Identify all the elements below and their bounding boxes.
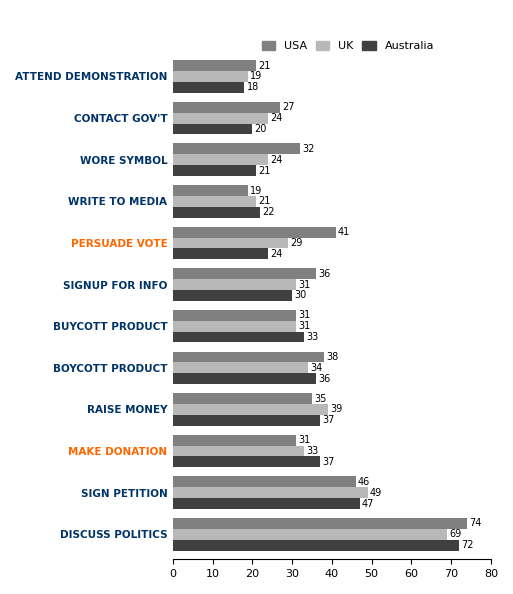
Bar bbox=[173, 404, 328, 415]
Text: 33: 33 bbox=[306, 446, 319, 456]
Bar bbox=[173, 248, 268, 259]
Bar bbox=[173, 373, 316, 384]
Text: 33: 33 bbox=[306, 332, 319, 342]
Text: 72: 72 bbox=[461, 540, 473, 550]
Text: 46: 46 bbox=[358, 477, 370, 487]
Bar bbox=[173, 165, 256, 176]
Text: 31: 31 bbox=[298, 321, 310, 331]
Text: 36: 36 bbox=[318, 268, 330, 279]
Bar bbox=[173, 476, 356, 487]
Bar bbox=[173, 331, 304, 342]
Bar bbox=[173, 279, 296, 290]
Text: 19: 19 bbox=[250, 185, 263, 195]
Bar bbox=[173, 124, 252, 134]
Text: 21: 21 bbox=[259, 61, 271, 71]
Bar bbox=[173, 518, 467, 529]
Text: 37: 37 bbox=[322, 457, 334, 467]
Bar bbox=[173, 310, 296, 321]
Text: 31: 31 bbox=[298, 280, 310, 290]
Text: 74: 74 bbox=[469, 519, 481, 529]
Text: 29: 29 bbox=[290, 238, 303, 248]
Text: 27: 27 bbox=[282, 102, 295, 112]
Text: 34: 34 bbox=[310, 363, 322, 373]
Text: 19: 19 bbox=[250, 71, 263, 81]
Bar bbox=[173, 227, 336, 238]
Legend: USA, UK, Australia: USA, UK, Australia bbox=[257, 37, 439, 56]
Text: 49: 49 bbox=[370, 488, 382, 498]
Text: 24: 24 bbox=[270, 154, 283, 165]
Text: 36: 36 bbox=[318, 374, 330, 384]
Text: 31: 31 bbox=[298, 435, 310, 446]
Bar bbox=[173, 207, 261, 217]
Bar bbox=[173, 540, 459, 551]
Text: 47: 47 bbox=[362, 498, 374, 508]
Text: 39: 39 bbox=[330, 405, 342, 415]
Bar bbox=[173, 154, 268, 165]
Bar bbox=[173, 102, 280, 113]
Text: 24: 24 bbox=[270, 249, 283, 259]
Text: 32: 32 bbox=[302, 144, 314, 154]
Bar bbox=[173, 60, 256, 71]
Text: 20: 20 bbox=[254, 124, 267, 134]
Text: 69: 69 bbox=[449, 529, 462, 539]
Text: 37: 37 bbox=[322, 415, 334, 425]
Bar bbox=[173, 82, 245, 93]
Bar bbox=[173, 498, 360, 509]
Bar bbox=[173, 268, 316, 279]
Text: 24: 24 bbox=[270, 113, 283, 123]
Bar bbox=[173, 362, 308, 373]
Bar bbox=[173, 185, 248, 196]
Text: 41: 41 bbox=[338, 227, 350, 237]
Bar bbox=[173, 456, 320, 467]
Bar bbox=[173, 321, 296, 331]
Bar bbox=[173, 144, 300, 154]
Bar bbox=[173, 290, 292, 301]
Bar bbox=[173, 529, 447, 540]
Text: 30: 30 bbox=[294, 290, 306, 301]
Bar bbox=[173, 71, 248, 82]
Bar bbox=[173, 196, 256, 207]
Bar bbox=[173, 352, 324, 362]
Text: 31: 31 bbox=[298, 311, 310, 320]
Bar bbox=[173, 393, 312, 404]
Bar bbox=[173, 415, 320, 426]
Text: 21: 21 bbox=[259, 197, 271, 206]
Bar bbox=[173, 435, 296, 446]
Bar bbox=[173, 487, 368, 498]
Text: 22: 22 bbox=[262, 207, 275, 217]
Bar bbox=[173, 113, 268, 124]
Text: 21: 21 bbox=[259, 166, 271, 176]
Text: 35: 35 bbox=[314, 394, 326, 403]
Text: 38: 38 bbox=[326, 352, 338, 362]
Bar bbox=[173, 446, 304, 456]
Bar bbox=[173, 238, 288, 248]
Text: 18: 18 bbox=[246, 83, 259, 92]
